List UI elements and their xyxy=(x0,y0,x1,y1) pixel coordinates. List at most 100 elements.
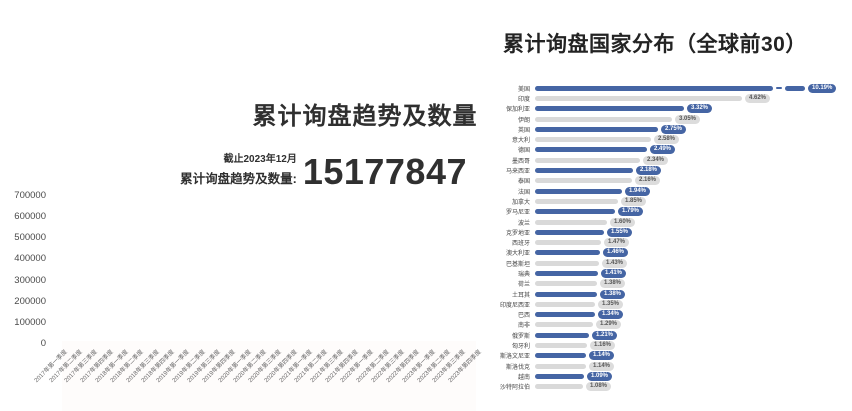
bar-zone: 1.08% xyxy=(535,382,852,392)
country-bar[interactable] xyxy=(535,188,622,194)
stat-asof-note: 截止2023年12月 xyxy=(223,154,297,165)
country-bar[interactable] xyxy=(535,126,658,132)
country-label: 伊朗 xyxy=(517,117,530,124)
country-bar[interactable] xyxy=(535,343,587,349)
bar-row[interactable]: 巴西 1.34% xyxy=(488,310,852,320)
country-label: 英国 xyxy=(517,127,530,134)
bar-row[interactable]: 印度尼西亚 1.35% xyxy=(488,299,852,309)
y-tick-label: 700000 xyxy=(14,190,46,202)
value-badge: 1.47% xyxy=(604,238,630,248)
y-tick-label: 0 xyxy=(40,338,46,349)
bar-row[interactable]: 罗马尼亚 1.79% xyxy=(488,207,852,217)
country-bar[interactable] xyxy=(535,312,595,318)
country-bar[interactable] xyxy=(535,301,595,307)
bar-row[interactable]: 墨西哥 2.34% xyxy=(488,155,852,165)
bar-row[interactable]: 瑞典 1.41% xyxy=(488,268,852,278)
country-bar[interactable] xyxy=(535,157,640,163)
bar-zone: 2.16% xyxy=(535,176,852,186)
bar-zone: 1.35% xyxy=(535,299,852,309)
value-badge: 2.49% xyxy=(650,145,676,155)
country-label: 德国 xyxy=(517,148,530,155)
bar-row[interactable]: 马来西亚 2.18% xyxy=(488,165,852,176)
value-badge: 3.32% xyxy=(687,104,713,114)
bar-row[interactable]: 西班牙 1.47% xyxy=(488,237,852,248)
bar-row[interactable]: 保加利亚 3.32% xyxy=(488,104,852,114)
bar-row[interactable]: 南非 1.29% xyxy=(488,320,852,330)
country-bar[interactable] xyxy=(535,116,672,122)
bar-row[interactable]: 匈牙利 1.16% xyxy=(488,340,852,351)
value-badge: 1.60% xyxy=(610,217,636,227)
country-bar[interactable] xyxy=(535,270,598,276)
country-bar[interactable] xyxy=(535,240,601,246)
country-bar[interactable] xyxy=(535,198,618,204)
country-bar[interactable] xyxy=(535,168,633,174)
bar-row[interactable]: 伊朗 3.05% xyxy=(488,114,852,124)
bar-row[interactable]: 俄罗斯 1.21% xyxy=(488,330,852,340)
country-bar[interactable] xyxy=(535,137,651,143)
trend-stat: 截止2023年12月 累计询盘趋势及数量: 15177847 xyxy=(180,150,467,193)
country-bar[interactable] xyxy=(535,384,583,390)
country-label: 罗马尼亚 xyxy=(505,210,530,217)
value-badge: 1.85% xyxy=(621,196,647,206)
trend-area-fill[interactable] xyxy=(62,341,476,411)
country-label: 克罗地亚 xyxy=(505,230,530,237)
bar-zone: 1.21% xyxy=(535,330,852,340)
country-label: 泰国 xyxy=(517,179,530,186)
bar-row[interactable]: 意大利 2.58% xyxy=(488,134,852,145)
bar-row[interactable]: 土耳其 1.38% xyxy=(488,289,852,299)
bar-zone: 1.34% xyxy=(535,310,852,320)
country-bar[interactable] xyxy=(535,281,597,287)
country-bar[interactable] xyxy=(535,85,773,91)
bar-row[interactable]: 德国 2.49% xyxy=(488,145,852,155)
country-label: 波兰 xyxy=(517,220,530,227)
bar-row[interactable]: 美国 10.19% xyxy=(488,83,852,93)
value-badge: 1.09% xyxy=(587,371,613,381)
country-bar[interactable] xyxy=(535,106,684,112)
bar-row[interactable]: 斯洛伐克 1.14% xyxy=(488,361,852,371)
bar-row[interactable]: 澳大利亚 1.46% xyxy=(488,248,852,258)
bar-row[interactable]: 印度 4.62% xyxy=(488,93,852,103)
bar-row[interactable]: 沙特阿拉伯 1.08% xyxy=(488,382,852,392)
bar-row[interactable]: 加拿大 1.85% xyxy=(488,196,852,206)
bar-row[interactable]: 泰国 2.16% xyxy=(488,176,852,186)
bar-row[interactable]: 荷兰 1.38% xyxy=(488,279,852,289)
country-bar[interactable] xyxy=(535,332,589,338)
stat-value: 15177847 xyxy=(302,151,467,193)
country-label: 沙特阿拉伯 xyxy=(499,385,530,392)
country-bar[interactable] xyxy=(535,363,586,369)
bar-zone: 1.41% xyxy=(535,268,852,278)
value-badge: 2.34% xyxy=(643,155,669,165)
y-tick-label: 200000 xyxy=(14,295,46,307)
country-label: 墨西哥 xyxy=(511,158,530,165)
bar-row[interactable]: 越南 1.09% xyxy=(488,371,852,381)
country-bar[interactable] xyxy=(535,95,742,101)
bar-zone: 4.62% xyxy=(535,93,852,103)
value-badge: 1.43% xyxy=(602,258,628,268)
country-bar[interactable] xyxy=(785,85,805,91)
value-badge: 3.05% xyxy=(675,114,701,124)
bar-row[interactable]: 英国 2.75% xyxy=(488,124,852,134)
country-bar[interactable] xyxy=(535,147,647,153)
country-bar[interactable] xyxy=(535,353,586,359)
bar-zone: 1.14% xyxy=(535,351,852,361)
country-bar[interactable] xyxy=(535,229,604,235)
bar-row[interactable]: 克罗地亚 1.55% xyxy=(488,227,852,237)
country-bar[interactable] xyxy=(535,322,593,328)
country-bar[interactable] xyxy=(535,373,584,379)
country-label: 西班牙 xyxy=(511,241,530,248)
bar-row[interactable]: 波兰 1.60% xyxy=(488,217,852,227)
country-bar[interactable] xyxy=(535,260,599,266)
bar-row[interactable]: 巴基斯坦 1.43% xyxy=(488,258,852,268)
bar-row[interactable]: 法国 1.94% xyxy=(488,186,852,196)
country-label: 巴基斯坦 xyxy=(505,261,530,268)
bar-zone: 1.47% xyxy=(535,237,852,248)
country-bar[interactable] xyxy=(535,209,615,215)
value-badge: 1.34% xyxy=(598,310,624,320)
bar-row[interactable]: 斯洛文尼亚 1.14% xyxy=(488,351,852,361)
country-bar[interactable] xyxy=(535,178,632,184)
country-bar[interactable] xyxy=(535,219,607,225)
bar-zone: 3.05% xyxy=(535,114,852,124)
country-bar[interactable] xyxy=(535,291,597,297)
country-bar[interactable] xyxy=(535,250,600,256)
